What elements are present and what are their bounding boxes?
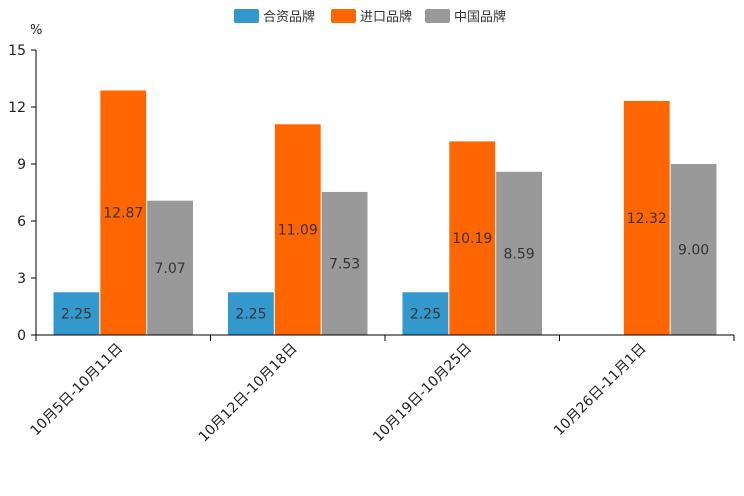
x-tick-label: 10月26日-11月1日: [551, 341, 650, 440]
y-tick-label: 9: [17, 157, 26, 173]
bar: [274, 124, 321, 335]
legend-item[interactable]: 进口品牌: [331, 9, 412, 25]
legend-item[interactable]: 中国品牌: [425, 9, 506, 25]
bar: [670, 164, 717, 335]
data-label: 11.09: [278, 223, 318, 239]
bar: [147, 200, 193, 335]
y-tick-label: 0: [17, 328, 26, 344]
data-label: 8.59: [503, 246, 534, 262]
data-label: 2.25: [61, 307, 92, 323]
bar: [402, 292, 449, 335]
x-axis: 10月5日-10月11日 10月12日-10月18日 10月19日-10月25日 10…: [28, 334, 735, 446]
legend: 合资品牌 进口品牌 中国品牌: [234, 9, 506, 25]
data-label: 2.25: [410, 307, 441, 323]
data-label: 12.87: [103, 206, 143, 222]
y-tick-label: 6: [17, 214, 26, 230]
bars: 2.25 2.25 2.25 12.87 11.09 10.19 12.32 7.07 7.53…: [53, 90, 717, 335]
bar: [228, 292, 274, 335]
x-tick-label: 10月19日-10月25日: [370, 341, 475, 446]
data-label: 7.53: [329, 256, 360, 272]
bar: [496, 171, 542, 335]
bar: [100, 90, 147, 335]
y-tick-label: 3: [17, 271, 26, 287]
bar: [449, 141, 496, 335]
legend-label: 进口品牌: [360, 9, 412, 25]
bar: [623, 100, 670, 335]
x-tick-label: 10月5日-10月11日: [28, 341, 127, 440]
data-label: 10.19: [452, 231, 492, 247]
legend-label: 中国品牌: [454, 9, 506, 25]
y-tick-label: 12: [8, 100, 26, 116]
bar: [53, 292, 100, 335]
legend-item[interactable]: 合资品牌: [234, 9, 315, 25]
y-axis-unit: %: [30, 23, 42, 38]
data-label: 7.07: [154, 261, 185, 277]
legend-swatch: [331, 9, 356, 23]
data-label: 12.32: [627, 211, 667, 227]
legend-swatch: [425, 9, 450, 23]
legend-swatch: [234, 9, 259, 23]
x-tick-label: 10月12日-10月18日: [196, 341, 301, 446]
bar: [321, 191, 368, 335]
data-label: 9.00: [678, 243, 709, 259]
y-tick-label: 15: [8, 43, 26, 59]
y-axis: 0 3 6 9 12 15: [8, 43, 37, 344]
legend-label: 合资品牌: [263, 9, 315, 25]
data-label: 2.25: [235, 307, 266, 323]
